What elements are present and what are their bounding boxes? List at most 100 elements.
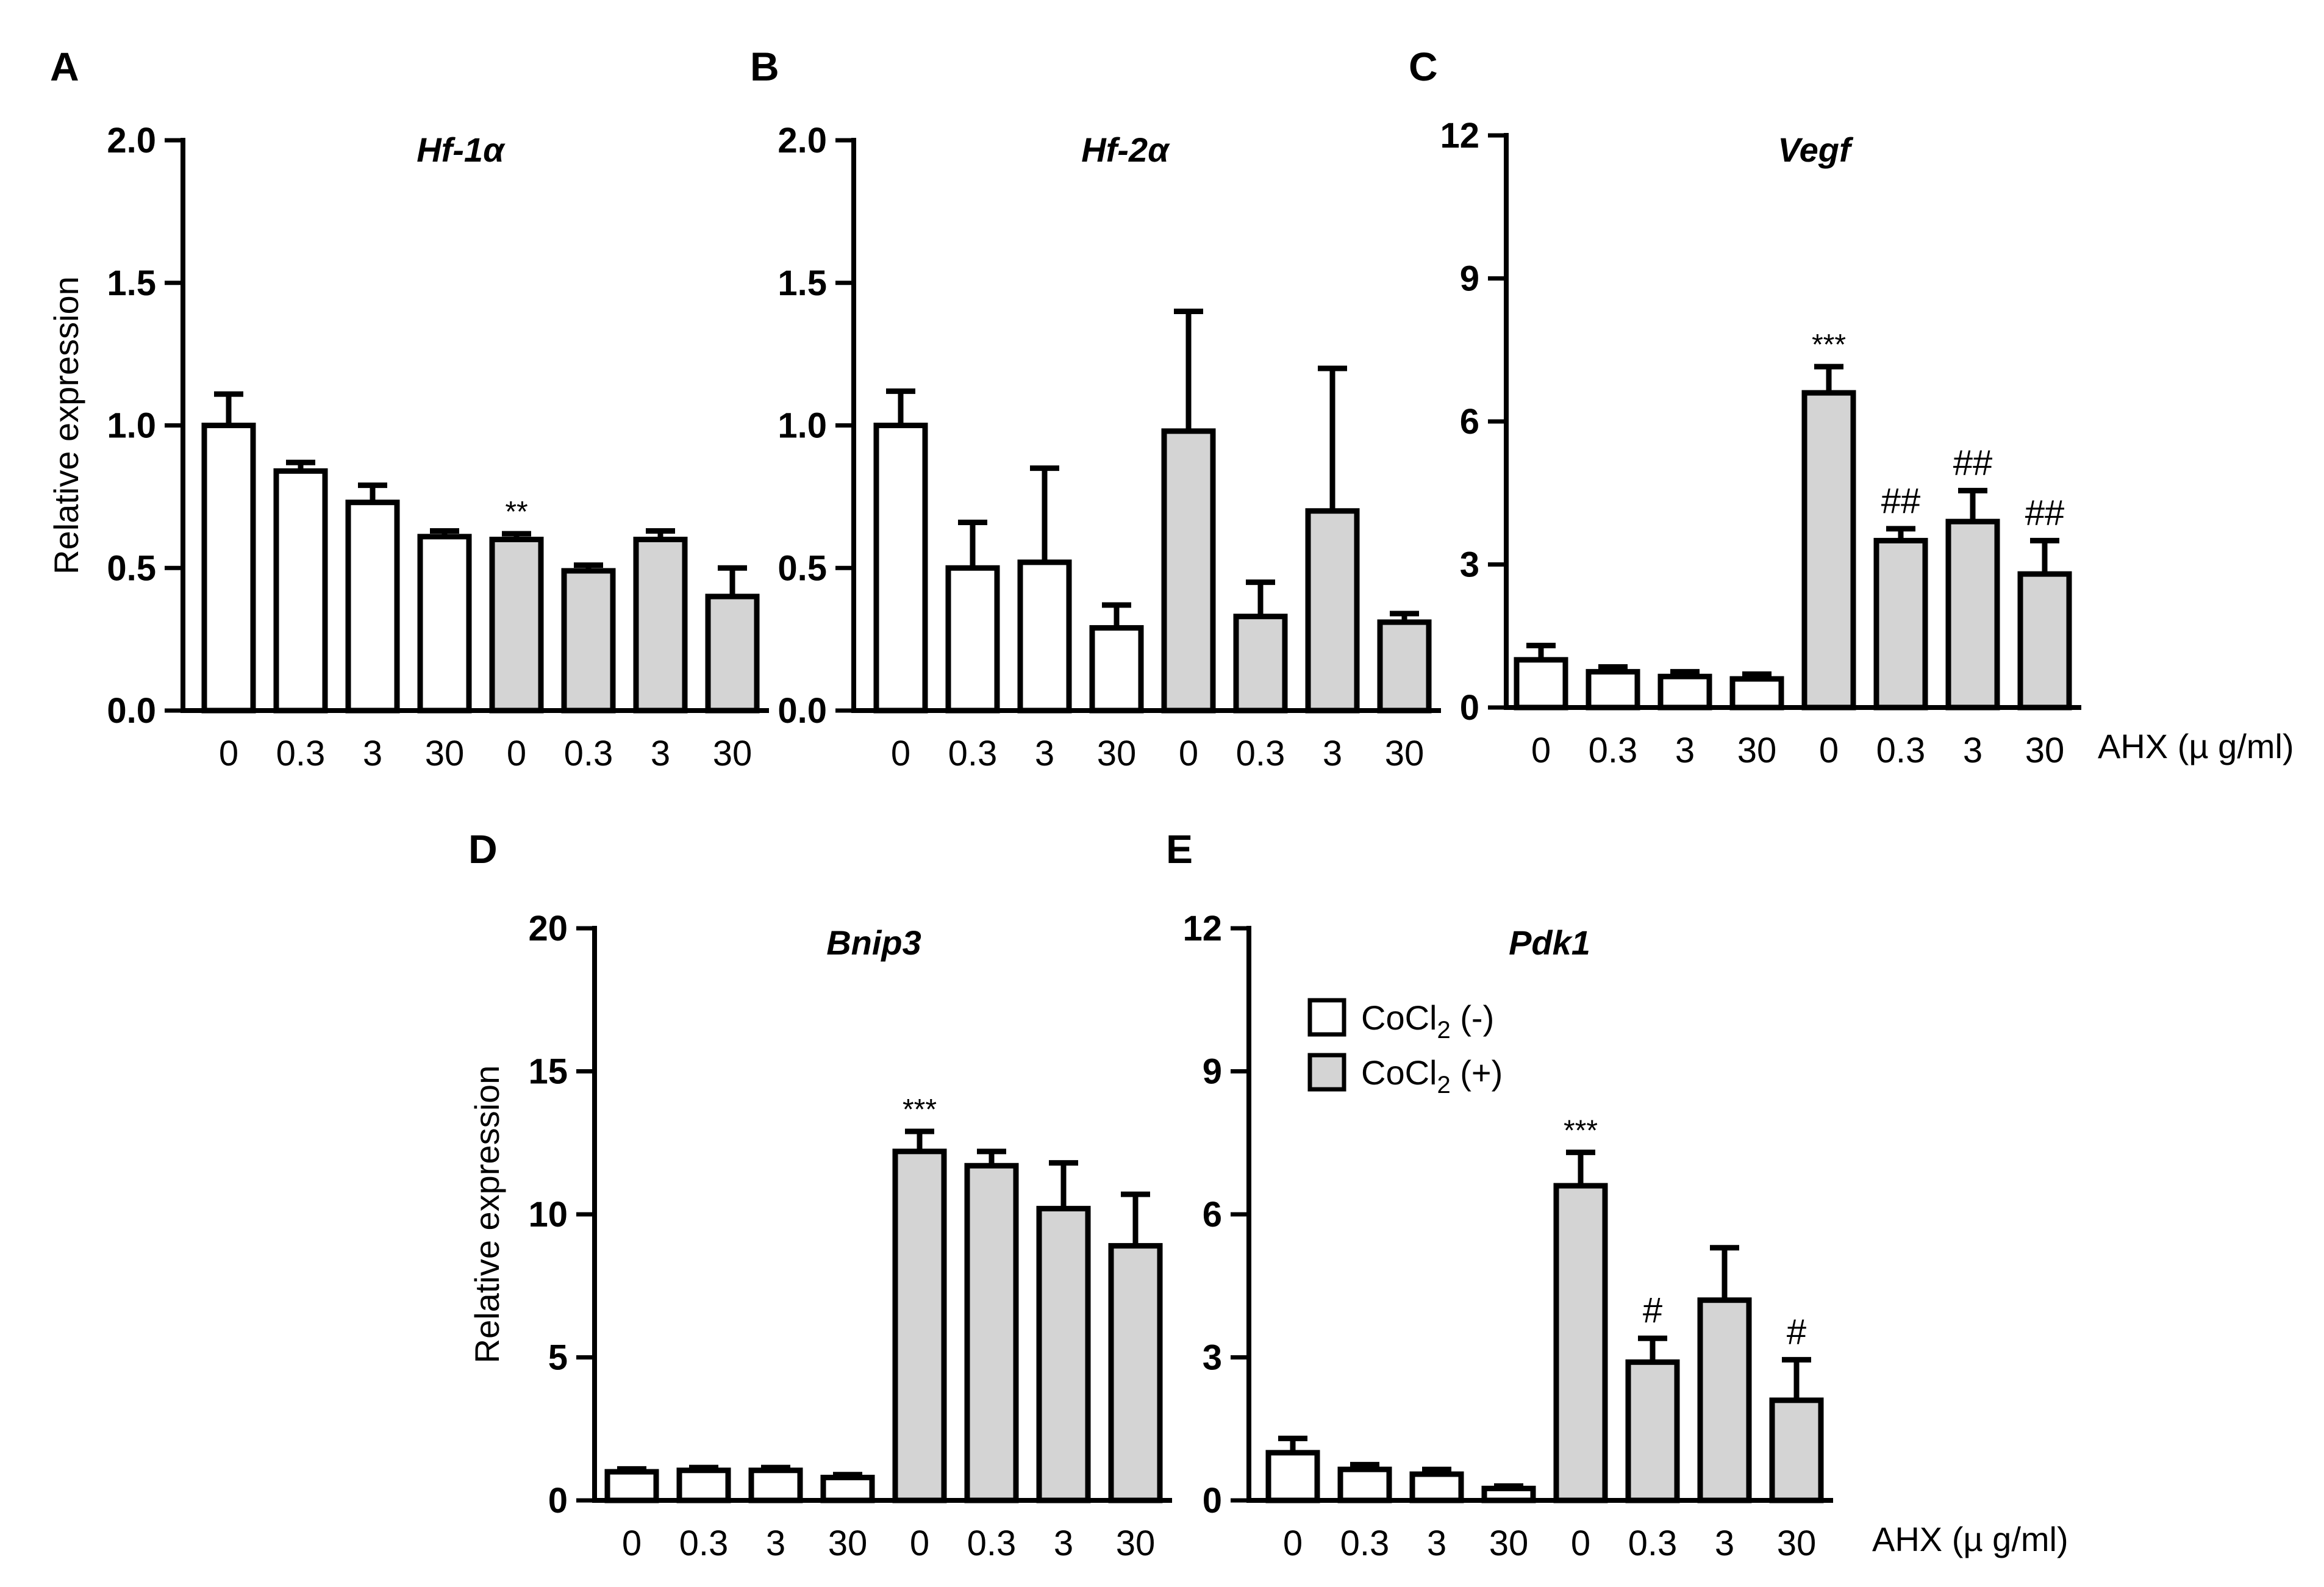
panel-letter: C [1409,44,1438,89]
bar [820,1474,875,1503]
bar [1697,1297,1752,1503]
significance-stars: ** [505,496,527,528]
bar [1108,1243,1163,1503]
legend: CoCl2 (-)CoCl2 (+) [1307,998,1503,1098]
y-tick-label: 1.5 [107,263,156,303]
x-tick-label: 3 [1963,731,1983,770]
panel-c: C Vegf 0 3 6 9 12 0 0.3 3 30 0 *** 0.3 ## 3 ## 30 ## AHX (µ… [1409,44,2294,770]
bar [1265,1450,1320,1503]
x-tick-label: 30 [1385,734,1425,773]
chart-title: Hf-2α [1081,131,1170,169]
x-axis-unit-label: AHX (µ g/ml) [1872,1520,2068,1558]
x-tick-label: 30 [1777,1524,1817,1563]
bar [705,593,760,714]
bar [2017,571,2072,711]
x-tick-label: 0 [1179,734,1198,773]
y-tick-label: 6 [1460,402,1479,442]
panel-letter: D [468,826,498,872]
legend-label-subscript: 2 [1437,1072,1450,1098]
hash-annotation: ## [1953,443,1993,482]
bar [1873,537,1928,711]
y-tick-label: 20 [528,909,568,948]
panel-b: B Hf-2α 0.0 0.5 1.0 1.5 2.0 0 0.3 3 30 0 0.3 3 30 [750,44,1441,773]
x-tick-label: 30 [2025,731,2065,770]
y-tick-label: 1.0 [107,406,156,446]
y-tick-label: 0.5 [107,548,156,588]
panel-a: A Hf-1α Relative expression 0.0 0.5 1.0 1.5 2.0… [47,44,769,773]
y-tick-label: 9 [1460,259,1479,299]
y-tick-label: 10 [528,1195,568,1234]
x-tick-label: 30 [713,734,753,773]
bar [1409,1471,1464,1503]
legend-label: CoCl2 (+) [1361,1053,1503,1098]
hash-annotation: # [1643,1291,1662,1330]
bar [633,537,688,714]
bar [748,1467,803,1503]
x-tick-label: 3 [1054,1524,1073,1563]
y-tick-label: 9 [1203,1052,1222,1092]
x-tick-label: 0.3 [948,734,998,773]
bar [489,537,544,714]
bar [1553,1183,1608,1503]
bar [1017,559,1072,714]
bar [1769,1397,1824,1503]
x-tick-label: 3 [1427,1524,1446,1563]
bar [1625,1359,1680,1503]
bar [1305,508,1360,714]
y-axis-label: Relative expression [47,276,85,575]
x-tick-label: 30 [1097,734,1137,773]
bar [1377,619,1432,714]
y-tick-label: 1.0 [778,406,827,446]
bar [1337,1466,1392,1503]
x-tick-label: 0 [1819,731,1839,770]
chart-title: Bnip3 [826,923,921,962]
x-tick-label: 0 [219,734,238,773]
x-tick-label: 30 [828,1524,868,1563]
x-tick-label: 3 [766,1524,785,1563]
bar [1089,625,1144,714]
x-tick-label: 0.3 [1236,734,1285,773]
x-tick-label: 3 [1715,1524,1734,1563]
y-tick-label: 12 [1440,116,1479,156]
x-tick-label: 30 [1116,1524,1156,1563]
y-tick-label: 0 [548,1481,568,1521]
y-tick-label: 6 [1203,1195,1222,1234]
bar [1036,1206,1091,1503]
bar [417,534,472,714]
bar [676,1467,731,1503]
bar [1233,614,1288,714]
x-tick-label: 30 [1489,1524,1529,1563]
x-tick-label: 3 [363,734,382,773]
significance-stars: *** [903,1094,937,1126]
hash-annotation: # [1787,1312,1806,1352]
legend-label-main: CoCl [1361,1053,1437,1092]
x-tick-label: 0 [1283,1524,1303,1563]
y-tick-label: 0 [1203,1481,1222,1521]
panel-letter: E [1166,826,1193,872]
x-tick-label: 0 [891,734,910,773]
x-tick-label: 0.3 [1628,1524,1678,1563]
bar [1729,676,1784,711]
bar [964,1162,1019,1503]
chart-title: Vegf [1778,131,1854,169]
y-tick-label: 0 [1460,688,1479,728]
hash-annotation: ## [1881,481,1921,521]
legend-label-suffix: (-) [1451,998,1495,1037]
bar [1945,518,2000,711]
y-tick-label: 3 [1460,545,1479,585]
x-tick-label: 0.3 [1876,731,1926,770]
x-tick-label: 0 [507,734,526,773]
bar [1514,657,1568,711]
y-tick-label: 15 [528,1052,568,1092]
y-tick-label: 12 [1182,909,1222,948]
chart-title: Hf-1α [417,131,506,169]
x-tick-label: 3 [1035,734,1054,773]
bar [345,500,400,714]
chart-title: Pdk1 [1509,923,1590,962]
y-tick-label: 5 [548,1338,568,1378]
x-tick-label: 3 [1675,731,1695,770]
legend-swatch [1307,1053,1346,1092]
legend-label-main: CoCl [1361,998,1437,1037]
y-axis-label: Relative expression [468,1066,506,1364]
